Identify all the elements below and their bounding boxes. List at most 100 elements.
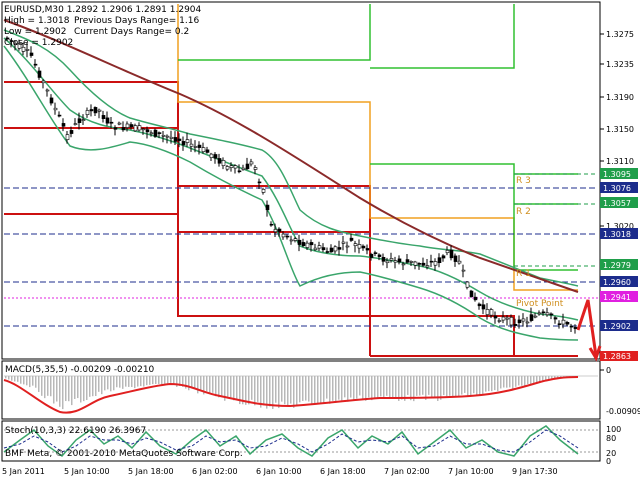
macd-bar (473, 376, 475, 394)
candle-body (125, 123, 130, 128)
macd-bar (23, 376, 25, 385)
candle-body (25, 49, 30, 51)
macd-scale-bottom: -0.00909 (606, 407, 640, 416)
price-box-label: 1.3095 (603, 170, 631, 179)
price-box-label: 1.2863 (603, 352, 631, 361)
macd-bar (17, 376, 19, 382)
candle-body (9, 40, 14, 42)
macd-bar (32, 376, 34, 386)
price-axis: 1.3275 1.3235 1.3190 1.3150 1.3110 1.302… (600, 30, 634, 231)
range-boxes (4, 4, 578, 357)
candle-body (53, 107, 58, 111)
stoch-panel[interactable] (1, 420, 601, 462)
macd-bar (353, 376, 355, 401)
stoch-main-line (3, 425, 579, 458)
candle-body (353, 243, 358, 247)
candle-body (493, 315, 498, 319)
macd-panel[interactable] (1, 360, 601, 420)
candle-body (321, 247, 326, 251)
candle-body (465, 281, 470, 288)
candle-body (113, 127, 118, 130)
macd-bar (92, 376, 94, 397)
candle-body (409, 261, 414, 263)
candle-body (565, 322, 570, 325)
candle-body (305, 242, 310, 248)
macd-bar (323, 376, 325, 404)
candle-body (37, 70, 42, 78)
candle-body (405, 259, 410, 263)
macd-bar (407, 376, 409, 395)
macd-bar (383, 376, 385, 398)
macd-bar (398, 376, 400, 401)
macd-bar (359, 376, 361, 396)
candle-body (457, 260, 462, 264)
macd-bar (29, 376, 31, 388)
candle-body (17, 43, 22, 49)
price-box (600, 291, 638, 302)
macd-bar (170, 376, 172, 383)
candle-body (77, 118, 82, 124)
macd-bar (119, 376, 121, 388)
candle-body (145, 129, 150, 133)
stoch-scale-top: 100 (606, 425, 621, 434)
macd-label: MACD(5,35,5) -0.00209 -0.00210 (5, 365, 155, 375)
candle-body (341, 241, 346, 244)
candle-body (213, 154, 218, 159)
chart-info: EURUSD,M30 1.2892 1.2906 1.2891 1.2904 H… (4, 5, 202, 48)
macd-bar (347, 376, 349, 402)
candle-body (541, 311, 546, 314)
macd-bar (299, 376, 301, 403)
candle-body (193, 146, 198, 148)
candle-body (225, 166, 230, 170)
macd-bar (11, 376, 13, 381)
price-tick: 1.3150 (606, 125, 634, 134)
candle-body (505, 317, 510, 320)
macd-bar (95, 376, 97, 397)
macd-bar (5, 376, 7, 379)
main-price-panel[interactable] (1, 1, 601, 360)
macd-bar (227, 376, 229, 397)
time-axis: 5 Jan 2011 5 Jan 10:00 5 Jan 18:00 6 Jan… (2, 467, 558, 476)
macd-bar (242, 376, 244, 405)
candle-body (429, 260, 434, 263)
candle-body (189, 143, 194, 147)
candle-body (289, 239, 294, 242)
macd-bar (338, 376, 340, 400)
candle-body (249, 161, 254, 165)
macd-bar (59, 376, 61, 407)
candle-body (257, 181, 262, 184)
macd-bar (467, 376, 469, 397)
macd-bar (176, 376, 178, 387)
macd-bar (179, 376, 181, 386)
candle-body (285, 235, 290, 238)
candle-body (461, 269, 466, 272)
candle-body (265, 204, 270, 211)
candle-body (105, 117, 110, 124)
macd-bar (434, 376, 436, 397)
candle-body (149, 132, 154, 135)
macd-bar (470, 376, 472, 395)
macd-bar (452, 376, 454, 398)
candle-body (141, 128, 146, 131)
candle-body (101, 115, 106, 119)
candle-body (153, 129, 158, 137)
candle-body (449, 249, 454, 259)
macd-bar (188, 376, 190, 391)
time-tick: 5 Jan 18:00 (128, 467, 174, 476)
candle-body (109, 121, 114, 124)
macd-bar (320, 376, 322, 404)
macd-bar (554, 376, 556, 380)
price-box-label: 1.2941 (603, 293, 631, 302)
macd-bar (389, 376, 391, 398)
close-value: Close = 1.2902 (4, 38, 73, 48)
macd-bar (497, 376, 499, 392)
macd-bar (200, 376, 202, 390)
macd-bar (80, 376, 82, 403)
candle-body (165, 135, 170, 138)
macd-bar (521, 376, 523, 386)
macd-bar (44, 376, 46, 399)
macd-bar (83, 376, 85, 402)
candle-body (309, 242, 314, 246)
macd-bar (455, 376, 457, 397)
